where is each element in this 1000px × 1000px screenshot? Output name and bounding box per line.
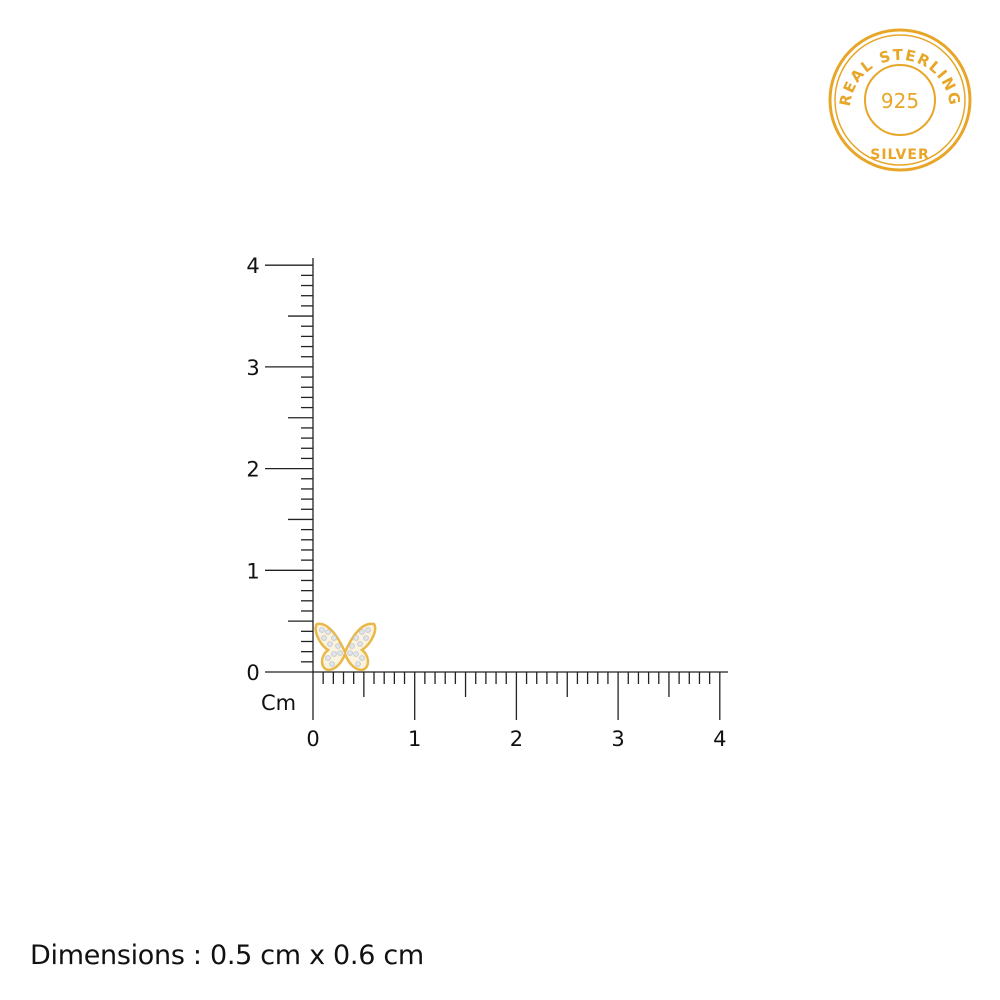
x-tick-label: 3 <box>611 727 624 751</box>
badge-center-text: 925 <box>881 89 919 113</box>
product-butterfly-icon <box>314 622 377 672</box>
y-tick-label: 2 <box>246 458 259 482</box>
ruler-ticks <box>265 258 728 720</box>
x-tick-label: 1 <box>408 727 421 751</box>
x-tick-label: 0 <box>306 727 319 751</box>
y-tick-label: 4 <box>246 254 259 278</box>
sterling-silver-925-badge: REAL STERLING SILVER 925 <box>828 28 972 172</box>
unit-label: Cm <box>261 691 296 715</box>
x-tick-label: 2 <box>510 727 523 751</box>
y-tick-label: 1 <box>246 559 259 583</box>
badge-bottom-text: SILVER <box>870 147 929 163</box>
dimensions-text: Dimensions : 0.5 cm x 0.6 cm <box>30 940 424 971</box>
y-tick-label: 0 <box>246 661 259 685</box>
x-tick-label: 4 <box>713 727 726 751</box>
y-tick-label: 3 <box>246 356 259 380</box>
